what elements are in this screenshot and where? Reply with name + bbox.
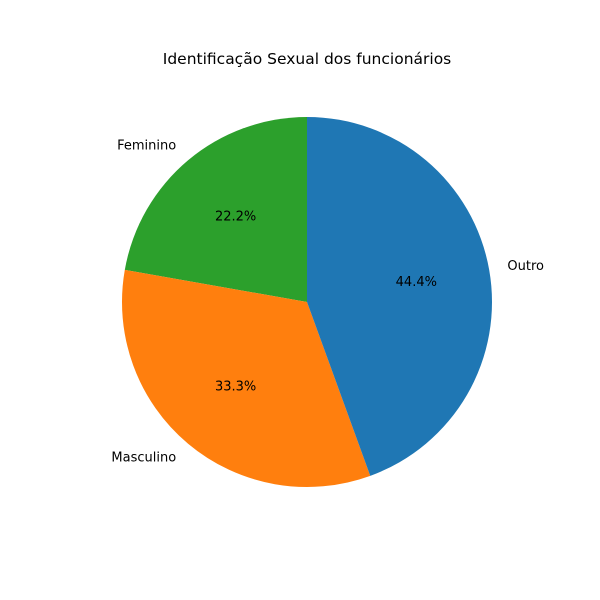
- pie-slice-feminino: [124, 117, 307, 302]
- pie-slices: [121, 117, 493, 488]
- slice-pct-masculino: 33.3%: [215, 380, 256, 395]
- chart-title: Identificação Sexual dos funcionários: [163, 50, 452, 68]
- slice-pct-outro: 44.4%: [396, 275, 437, 290]
- slice-label-feminino: Feminino: [117, 139, 176, 154]
- pie-labels: Feminino 22.2% Masculino 33.3% Outro 44.4%: [111, 139, 544, 466]
- slice-label-outro: Outro: [507, 259, 544, 274]
- pie-slice-masculino: [121, 269, 371, 488]
- pie-slice-outro: [307, 117, 493, 476]
- slice-label-masculino: Masculino: [111, 450, 176, 465]
- slice-pct-feminino: 22.2%: [215, 209, 256, 224]
